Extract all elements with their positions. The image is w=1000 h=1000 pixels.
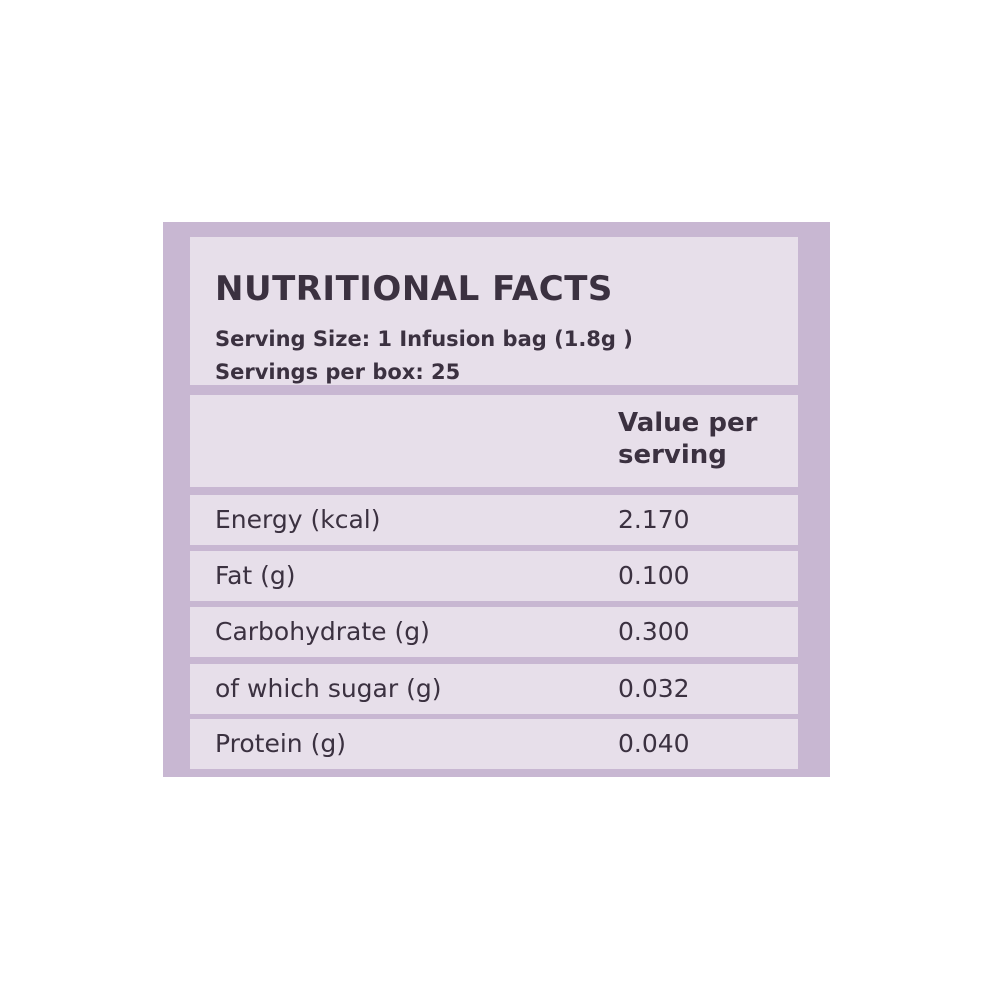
row-label: Protein (g) [215,729,346,758]
row-label: Fat (g) [215,561,296,590]
table-row: Protein (g) 0.040 [190,719,798,769]
row-label: Energy (kcal) [215,505,381,534]
row-value: 0.300 [618,617,690,646]
table-row: Energy (kcal) 2.170 [190,495,798,545]
nutrition-panel: NUTRITIONAL FACTS Serving Size: 1 Infusi… [163,222,830,777]
row-value: 0.032 [618,674,690,703]
row-label: Carbohydrate (g) [215,617,430,646]
row-value: 0.100 [618,561,690,590]
column-header: Value per [618,408,758,438]
servings-per-box: Servings per box: 25 [215,360,461,384]
table-row: of which sugar (g) 0.032 [190,664,798,714]
column-header: serving [618,440,727,470]
header-cell: NUTRITIONAL FACTS Serving Size: 1 Infusi… [190,237,798,385]
row-value: 2.170 [618,505,690,534]
column-header-cell: Value per serving [190,395,798,487]
table-row: Fat (g) 0.100 [190,551,798,601]
table-row: Carbohydrate (g) 0.300 [190,607,798,657]
row-value: 0.040 [618,729,690,758]
title: NUTRITIONAL FACTS [215,269,613,309]
row-label: of which sugar (g) [215,674,442,703]
serving-size: Serving Size: 1 Infusion bag (1.8g ) [215,327,633,351]
